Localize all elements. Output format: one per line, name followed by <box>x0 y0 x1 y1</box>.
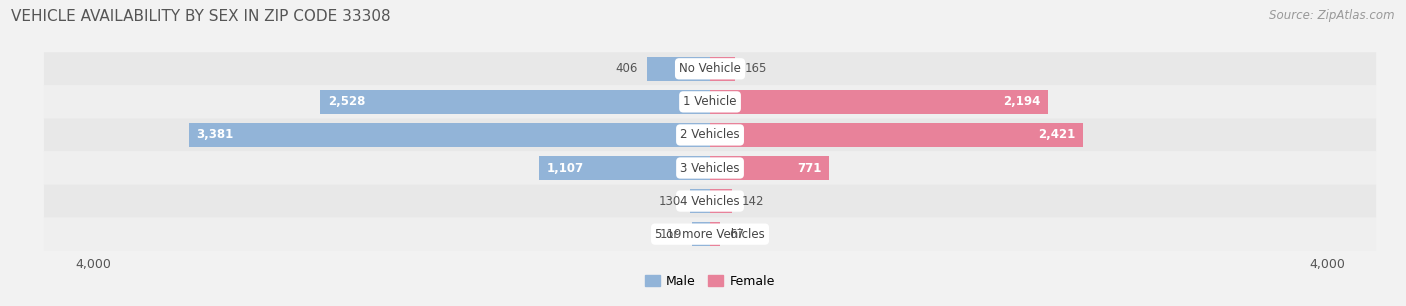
Text: 2,528: 2,528 <box>328 95 366 108</box>
Text: 130: 130 <box>658 195 681 207</box>
Text: 2,421: 2,421 <box>1039 129 1076 141</box>
Legend: Male, Female: Male, Female <box>640 270 780 293</box>
Text: 4 Vehicles: 4 Vehicles <box>681 195 740 207</box>
FancyBboxPatch shape <box>44 185 1376 218</box>
Text: 3,381: 3,381 <box>197 129 233 141</box>
Bar <box>540 156 710 180</box>
Bar <box>710 189 733 213</box>
Bar <box>710 123 1084 147</box>
Bar <box>690 189 710 213</box>
FancyBboxPatch shape <box>44 52 1376 85</box>
Bar <box>710 57 735 81</box>
Bar <box>647 57 710 81</box>
Bar <box>710 90 1049 114</box>
Text: No Vehicle: No Vehicle <box>679 62 741 75</box>
Bar <box>188 123 710 147</box>
Bar <box>692 222 710 246</box>
Text: 67: 67 <box>730 228 745 241</box>
Text: 2,194: 2,194 <box>1004 95 1040 108</box>
Text: 771: 771 <box>797 162 821 174</box>
Bar <box>710 222 720 246</box>
Bar <box>321 90 710 114</box>
Text: 2 Vehicles: 2 Vehicles <box>681 129 740 141</box>
Text: 142: 142 <box>741 195 763 207</box>
Text: 3 Vehicles: 3 Vehicles <box>681 162 740 174</box>
FancyBboxPatch shape <box>44 85 1376 118</box>
Text: 406: 406 <box>616 62 638 75</box>
Text: Source: ZipAtlas.com: Source: ZipAtlas.com <box>1270 9 1395 22</box>
FancyBboxPatch shape <box>44 218 1376 251</box>
Text: 165: 165 <box>745 62 768 75</box>
Text: VEHICLE AVAILABILITY BY SEX IN ZIP CODE 33308: VEHICLE AVAILABILITY BY SEX IN ZIP CODE … <box>11 9 391 24</box>
Bar <box>710 156 830 180</box>
FancyBboxPatch shape <box>44 118 1376 151</box>
Text: 119: 119 <box>659 228 682 241</box>
Text: 1,107: 1,107 <box>547 162 583 174</box>
Text: 5 or more Vehicles: 5 or more Vehicles <box>655 228 765 241</box>
FancyBboxPatch shape <box>44 151 1376 185</box>
Text: 1 Vehicle: 1 Vehicle <box>683 95 737 108</box>
